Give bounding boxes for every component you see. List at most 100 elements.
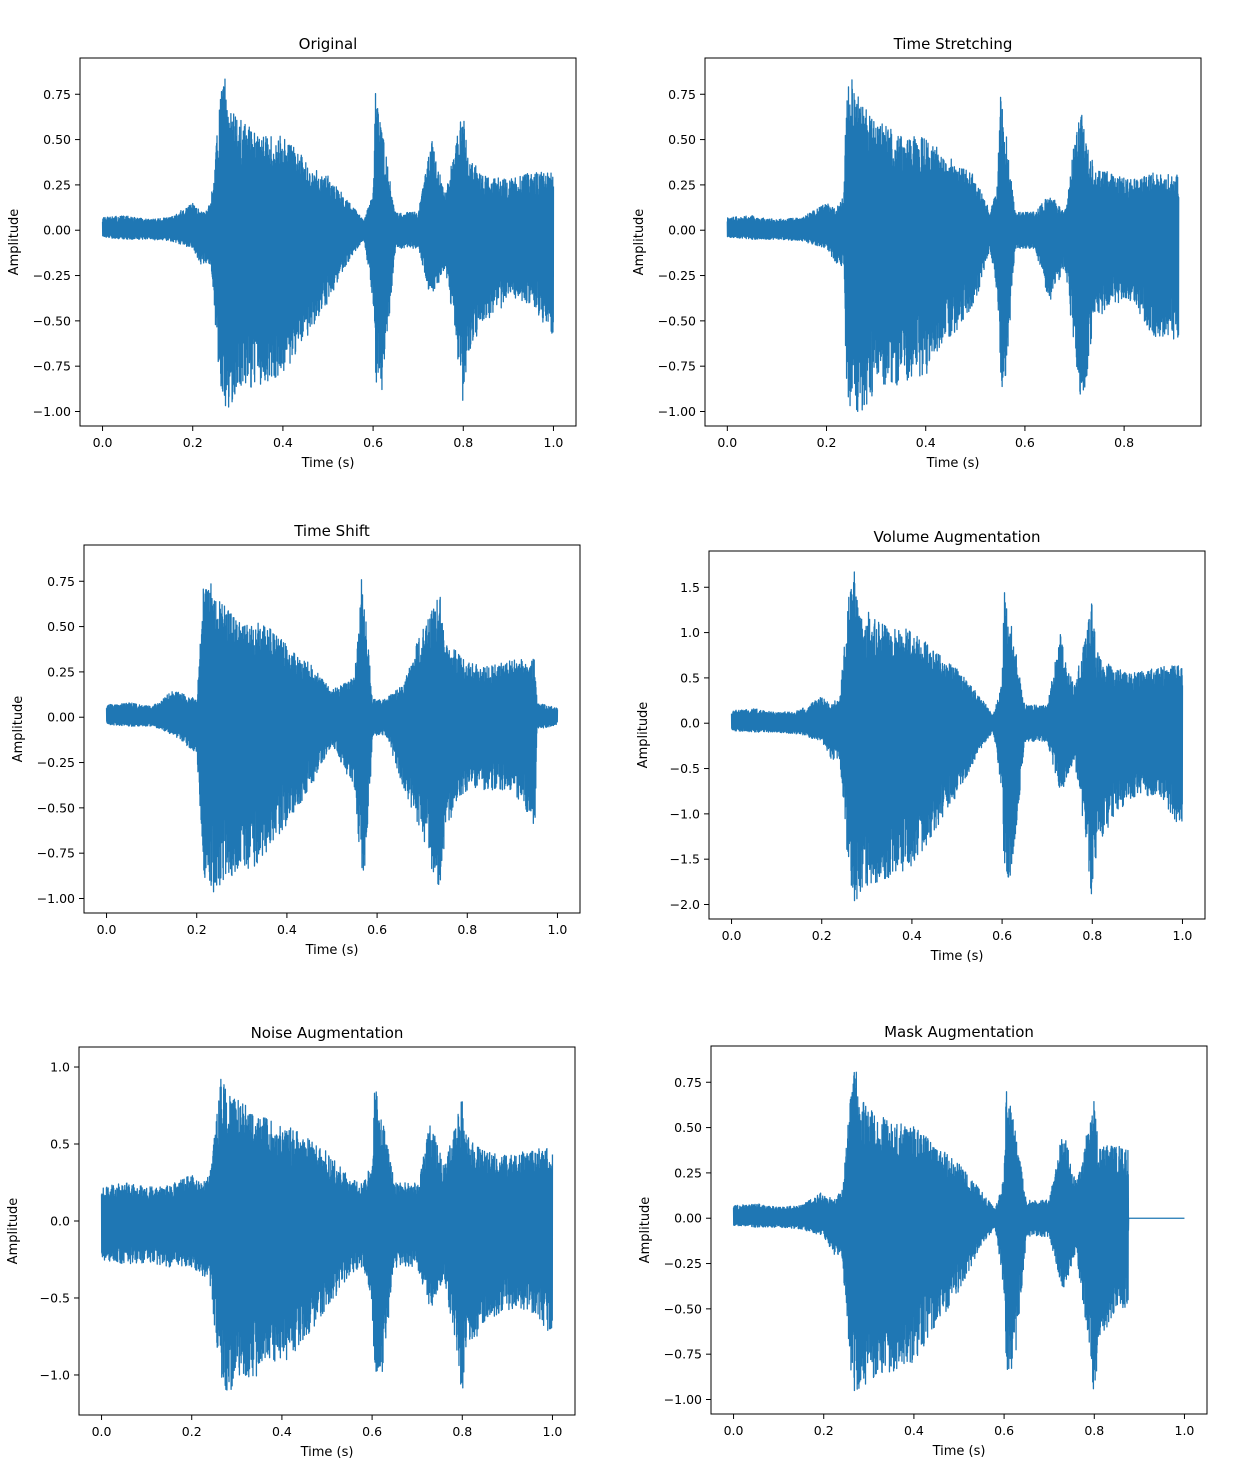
x-tick-label: 0.2 xyxy=(187,922,207,937)
y-axis-label: Amplitude xyxy=(636,702,651,769)
y-tick-label: −1.00 xyxy=(658,404,696,419)
y-tick-label: 0.5 xyxy=(50,1137,70,1152)
y-tick-label: −0.5 xyxy=(40,1290,70,1305)
x-tick-label: 0.4 xyxy=(916,435,936,450)
x-tick-label: 0.8 xyxy=(1082,928,1102,943)
y-tick-label: 0.50 xyxy=(47,619,75,634)
waveform-line xyxy=(105,579,559,893)
waveform-line xyxy=(730,571,1184,902)
x-tick-label: 0.6 xyxy=(992,928,1012,943)
y-tick-label: 0.00 xyxy=(47,710,75,725)
y-axis-label: Amplitude xyxy=(7,209,22,276)
y-tick-label: 0.75 xyxy=(47,574,75,589)
waveform-line xyxy=(101,78,555,408)
plot-frame xyxy=(708,550,1206,920)
y-tick-label: −0.50 xyxy=(664,1301,702,1316)
y-tick-label: −0.5 xyxy=(670,761,700,776)
y-tick-label: 0.25 xyxy=(43,177,71,192)
chart-panel-4: 0.0 0.2 0.4 0.6 0.8 1.0 1.5 1.0 0.5 0.0 −0.5 −1.0 −1… xyxy=(636,528,1206,964)
y-tick-label: 0.0 xyxy=(50,1213,70,1228)
y-tick-label: 0.00 xyxy=(668,223,696,238)
x-axis-label: Time (s) xyxy=(301,456,355,471)
chart-panel-3: 0.0 0.2 0.4 0.6 0.8 1.0 0.75 0.50 0.25 0.00 −0.25 −… xyxy=(11,522,581,958)
x-tick-label: 0.4 xyxy=(277,922,297,937)
x-tick-label: 0.8 xyxy=(453,435,473,450)
y-tick-label: 0.75 xyxy=(668,87,696,102)
chart-title: Original xyxy=(299,35,358,53)
chart-title: Time Stretching xyxy=(893,35,1013,53)
x-tick-label: 0.4 xyxy=(272,1424,292,1439)
chart-panel-6: 0.0 0.2 0.4 0.6 0.8 1.0 0.75 0.50 0.25 0.00 −0.25 −… xyxy=(638,1023,1208,1459)
y-tick-label: −0.50 xyxy=(37,800,75,815)
y-tick-label: 0.00 xyxy=(674,1211,702,1226)
y-tick-label: −1.00 xyxy=(664,1392,702,1407)
x-tick-label: 0.8 xyxy=(1084,1423,1104,1438)
x-tick-label: 0.6 xyxy=(994,1423,1014,1438)
y-axis-label: Amplitude xyxy=(11,696,26,763)
x-tick-label: 0.0 xyxy=(92,1424,112,1439)
x-tick-label: 1.0 xyxy=(1173,928,1193,943)
waveform-line xyxy=(732,1071,1185,1392)
plot-frame xyxy=(78,1046,576,1416)
x-tick-label: 0.6 xyxy=(1015,435,1035,450)
y-axis-label: Amplitude xyxy=(6,1198,21,1265)
x-tick-label: 0.0 xyxy=(93,435,113,450)
x-tick-label: 0.4 xyxy=(902,928,922,943)
y-tick-label: −0.50 xyxy=(33,313,71,328)
y-tick-label: 0.0 xyxy=(680,716,700,731)
x-tick-label: 0.4 xyxy=(273,435,293,450)
y-tick-label: −0.25 xyxy=(658,268,696,283)
y-tick-label: 0.25 xyxy=(674,1165,702,1180)
y-tick-label: 0.5 xyxy=(680,670,700,685)
y-tick-label: −1.5 xyxy=(670,852,700,867)
plot-frame xyxy=(710,1045,1208,1415)
y-tick-label: 0.25 xyxy=(47,664,75,679)
y-tick-label: −0.75 xyxy=(664,1347,702,1362)
y-tick-label: 1.0 xyxy=(680,625,700,640)
y-tick-label: 1.5 xyxy=(680,580,700,595)
x-tick-label: 0.0 xyxy=(722,928,742,943)
y-tick-label: −0.75 xyxy=(33,359,71,374)
x-axis-label: Time (s) xyxy=(305,943,359,958)
y-tick-label: 0.25 xyxy=(668,177,696,192)
plot-frame xyxy=(79,57,577,427)
plot-frame xyxy=(704,57,1202,427)
x-tick-label: 0.8 xyxy=(1114,435,1134,450)
x-axis-label: Time (s) xyxy=(926,456,980,471)
y-tick-label: −0.75 xyxy=(658,359,696,374)
x-tick-label: 0.0 xyxy=(717,435,737,450)
y-tick-label: 1.0 xyxy=(50,1060,70,1075)
x-tick-label: 0.6 xyxy=(362,1424,382,1439)
y-tick-label: −0.25 xyxy=(33,268,71,283)
x-tick-label: 0.6 xyxy=(363,435,383,450)
y-tick-label: −1.00 xyxy=(37,891,75,906)
y-tick-label: −1.0 xyxy=(40,1367,70,1382)
x-axis-label: Time (s) xyxy=(930,949,984,964)
y-tick-label: −1.00 xyxy=(33,404,71,419)
chart-title: Volume Augmentation xyxy=(874,528,1041,546)
x-tick-label: 1.0 xyxy=(1175,1423,1195,1438)
y-tick-label: −1.0 xyxy=(670,806,700,821)
x-tick-label: 0.4 xyxy=(904,1423,924,1438)
y-tick-label: 0.00 xyxy=(43,223,71,238)
y-tick-label: −2.0 xyxy=(670,897,700,912)
x-tick-label: 0.8 xyxy=(452,1424,472,1439)
x-tick-label: 0.8 xyxy=(457,922,477,937)
x-tick-label: 1.0 xyxy=(544,435,564,450)
x-tick-label: 0.2 xyxy=(183,435,203,450)
x-tick-label: 0.6 xyxy=(367,922,387,937)
y-tick-label: 0.75 xyxy=(674,1075,702,1090)
x-axis-label: Time (s) xyxy=(932,1444,986,1459)
y-tick-label: −0.75 xyxy=(37,846,75,861)
y-tick-label: 0.75 xyxy=(43,87,71,102)
y-axis-label: Amplitude xyxy=(638,1197,653,1264)
x-tick-label: 0.2 xyxy=(814,1423,834,1438)
y-tick-label: −0.25 xyxy=(37,755,75,770)
plot-frame xyxy=(83,544,581,914)
y-tick-label: 0.50 xyxy=(674,1120,702,1135)
chart-title: Time Shift xyxy=(293,522,370,540)
y-tick-label: 0.50 xyxy=(43,132,71,147)
waveform-line xyxy=(100,1078,554,1391)
x-tick-label: 0.2 xyxy=(817,435,837,450)
